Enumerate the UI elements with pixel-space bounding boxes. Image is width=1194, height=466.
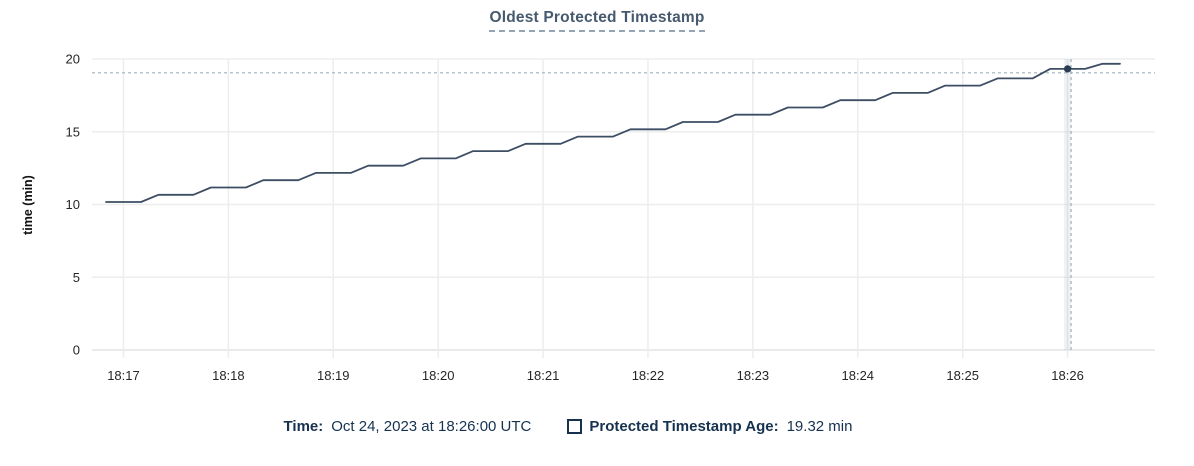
legend-series-item[interactable]: Protected Timestamp Age: 19.32 min xyxy=(567,418,852,435)
highlight-point xyxy=(1063,65,1072,73)
x-tick-label: 18:20 xyxy=(422,368,455,383)
legend-series-value: 19.32 min xyxy=(786,418,853,435)
x-tick-label: 18:22 xyxy=(632,368,665,383)
chart-header: Oldest Protected Timestamp xyxy=(0,9,1194,32)
x-tick-label: 18:21 xyxy=(527,368,560,383)
x-tick-label: 18:17 xyxy=(107,368,140,383)
legend-time-value: Oct 24, 2023 at 18:26:00 UTC xyxy=(331,418,532,435)
y-tick-label: 5 xyxy=(73,270,80,285)
x-tick-label: 18:25 xyxy=(946,368,979,383)
series-line xyxy=(105,62,1121,203)
checkbox-unchecked-icon[interactable] xyxy=(567,419,583,434)
y-tick-label: 10 xyxy=(66,197,80,212)
chart-title[interactable]: Oldest Protected Timestamp xyxy=(489,9,705,32)
chart-legend: Time: Oct 24, 2023 at 18:26:00 UTC Prote… xyxy=(0,418,1194,435)
y-tick-label: 0 xyxy=(73,343,80,358)
x-tick-label: 18:23 xyxy=(737,368,770,383)
x-tick-label: 18:26 xyxy=(1051,368,1084,383)
hover-column-band xyxy=(1064,59,1072,350)
y-axis-title: time (min) xyxy=(21,175,35,235)
legend-series-label: Protected Timestamp Age: xyxy=(589,418,779,435)
y-tick-label: 20 xyxy=(66,52,80,67)
x-tick-label: 18:18 xyxy=(212,368,245,383)
legend-time-label: Time: xyxy=(283,418,324,435)
chart-canvas[interactable]: 0 5 10 15 20 18:17 18:18 18:19 18:20 18:21 18:22 18… xyxy=(0,0,1194,400)
y-tick-label: 15 xyxy=(66,124,80,139)
x-tick-label: 18:24 xyxy=(842,368,875,383)
x-tick-label: 18:19 xyxy=(317,368,350,383)
